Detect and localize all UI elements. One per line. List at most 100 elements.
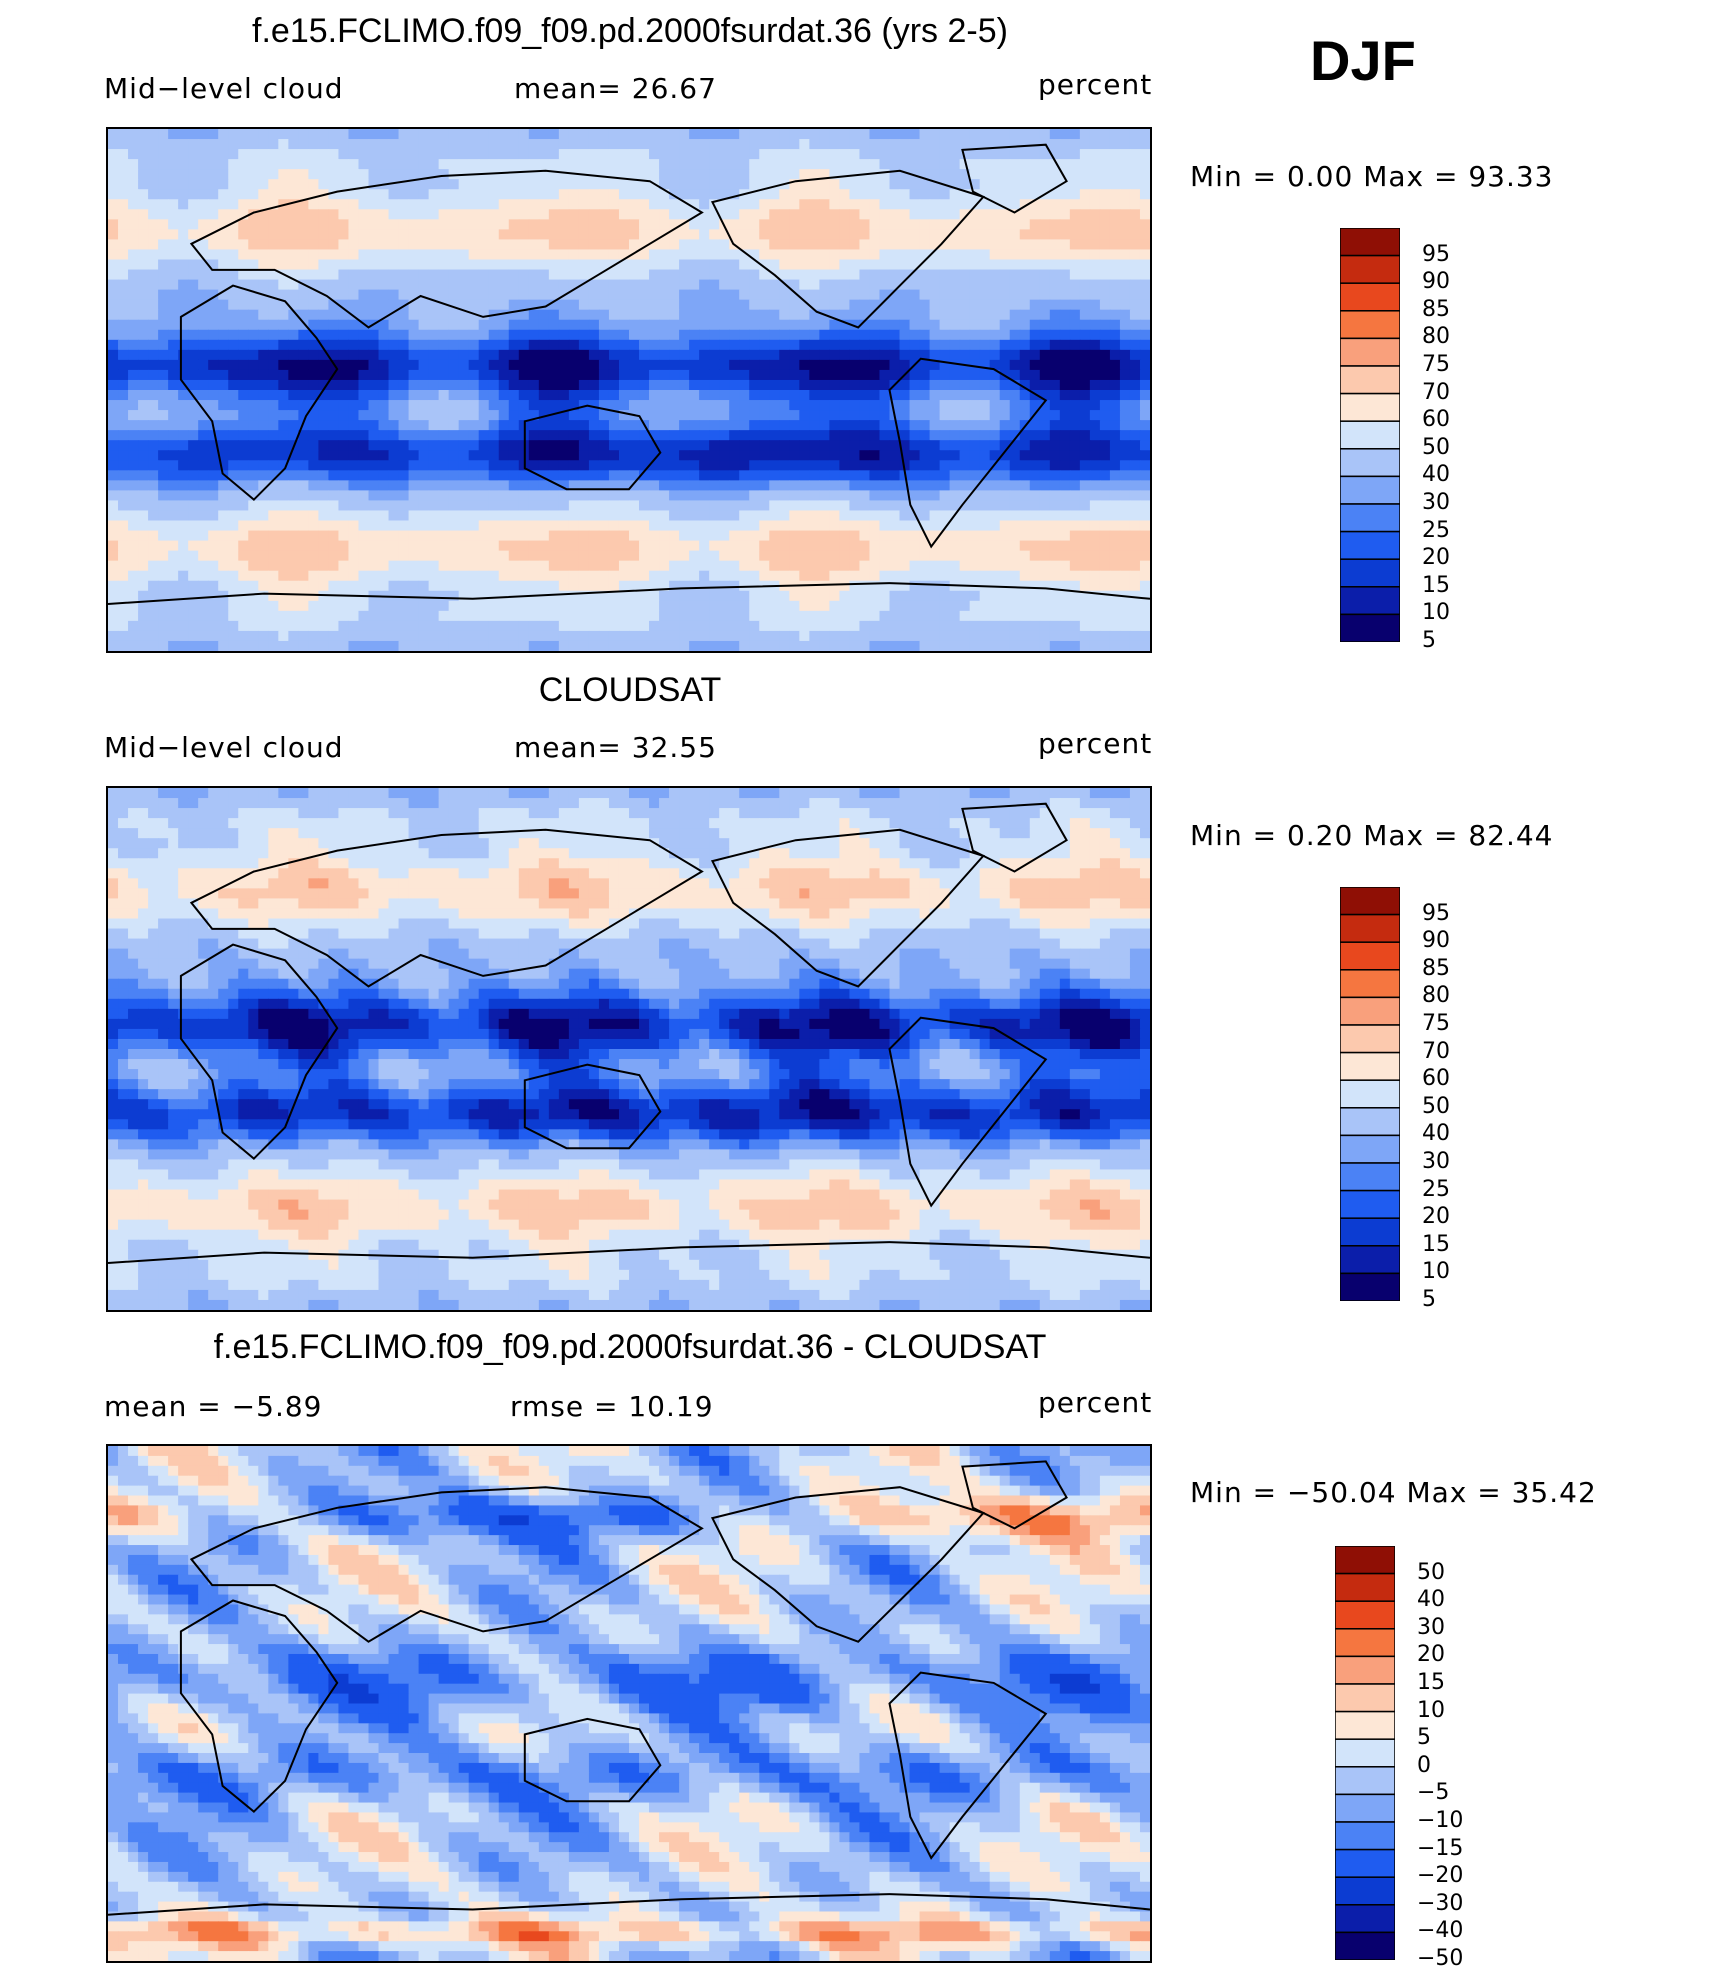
field-cell <box>518 249 530 261</box>
field-cell <box>1119 450 1131 461</box>
panel-1-map-svg <box>108 129 1150 651</box>
field-cell <box>578 410 590 421</box>
field-cell <box>598 139 610 150</box>
field-cell <box>879 420 891 431</box>
field-cell <box>418 570 430 582</box>
field-cell <box>178 390 189 401</box>
field-cell <box>709 299 720 311</box>
field-cell <box>338 560 350 572</box>
field-cell <box>1079 580 1091 592</box>
field-cell <box>859 520 871 532</box>
field-cell <box>1099 359 1111 371</box>
field-cell <box>699 600 710 612</box>
field-cell <box>178 430 189 441</box>
field-cell <box>468 540 480 552</box>
field-cell <box>528 410 540 421</box>
field-cell <box>168 450 179 461</box>
field-cell <box>548 410 560 421</box>
field-cell <box>328 460 340 471</box>
field-cell <box>198 129 209 140</box>
field-cell <box>218 269 229 281</box>
field-cell <box>428 500 440 512</box>
field-cell <box>1019 129 1031 140</box>
field-cell <box>568 580 580 592</box>
field-cell <box>1009 540 1021 552</box>
field-cell <box>699 239 710 251</box>
field-cell <box>488 430 500 441</box>
field-cell <box>408 440 420 451</box>
field-cell <box>959 410 971 421</box>
field-cell <box>118 219 129 230</box>
field-cell <box>1049 580 1061 592</box>
field-cell <box>1019 550 1031 562</box>
field-cell <box>118 359 129 371</box>
field-cell <box>709 440 720 451</box>
field-cell <box>689 199 700 210</box>
field-cell <box>989 410 1001 421</box>
field-cell <box>598 329 610 341</box>
field-cell <box>418 440 430 451</box>
field-cell <box>318 229 330 241</box>
field-cell <box>989 309 1001 321</box>
field-cell <box>999 139 1011 150</box>
field-cell <box>518 329 530 341</box>
field-cell <box>128 319 139 331</box>
field-cell <box>288 289 299 301</box>
field-cell <box>608 129 620 140</box>
field-cell <box>1019 279 1031 291</box>
field-cell <box>298 500 309 512</box>
field-cell <box>248 159 259 170</box>
field-cell <box>1079 159 1091 170</box>
field-cell <box>398 369 410 381</box>
field-cell <box>989 540 1001 552</box>
field-cell <box>428 239 440 251</box>
field-cell <box>528 530 540 542</box>
field-cell <box>268 129 279 140</box>
field-cell <box>1139 500 1150 512</box>
field-cell <box>298 229 309 241</box>
field-cell <box>729 249 740 261</box>
field-cell <box>639 550 650 562</box>
field-cell <box>959 219 971 230</box>
field-cell <box>438 450 450 461</box>
field-cell <box>669 590 680 602</box>
field-cell <box>228 530 239 542</box>
field-cell <box>769 309 780 321</box>
field-cell <box>458 199 470 210</box>
field-cell <box>1099 460 1111 471</box>
field-cell <box>128 400 139 411</box>
field-cell <box>588 400 600 411</box>
field-cell <box>739 550 750 562</box>
field-cell <box>659 169 670 180</box>
field-cell <box>228 510 239 522</box>
field-cell <box>258 470 269 481</box>
field-cell <box>629 139 640 150</box>
field-cell <box>829 490 840 502</box>
field-cell <box>999 400 1011 411</box>
field-cell <box>108 199 119 210</box>
field-cell <box>1039 159 1051 170</box>
field-cell <box>398 390 410 401</box>
field-cell <box>789 339 800 351</box>
field-cell <box>839 480 851 491</box>
field-cell <box>328 189 340 200</box>
field-cell <box>568 179 580 190</box>
field-cell <box>989 530 1001 542</box>
field-cell <box>288 199 299 210</box>
field-cell <box>248 229 259 241</box>
field-cell <box>228 440 239 451</box>
field-cell <box>899 600 911 612</box>
field-cell <box>1029 259 1041 271</box>
field-cell <box>438 500 450 512</box>
field-cell <box>288 149 299 160</box>
field-cell <box>568 139 580 150</box>
field-cell <box>168 440 179 451</box>
field-cell <box>438 129 450 140</box>
field-cell <box>759 189 770 200</box>
field-cell <box>999 299 1011 311</box>
field-cell <box>809 440 820 451</box>
field-cell <box>829 590 840 602</box>
field-cell <box>1069 500 1081 512</box>
field-cell <box>669 249 680 261</box>
field-cell <box>989 209 1001 220</box>
